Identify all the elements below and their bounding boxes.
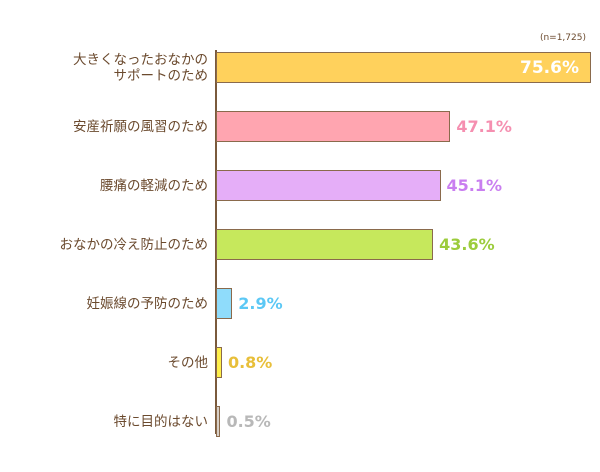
category-label: 安産祈願の風習のため [73,118,208,135]
value-label: 75.6% [520,57,579,78]
category-label: 大きくなったおなかの サポートのため [73,51,208,84]
category-label: その他 [167,354,209,371]
value-label: 0.5% [226,412,271,431]
bar [216,52,591,83]
bar [216,170,441,201]
bar [216,111,451,142]
value-label: 2.9% [238,294,283,313]
bar [216,347,222,378]
value-label: 0.8% [227,353,273,372]
bar [216,229,434,260]
bar-row: 腰痛の軽減のため 45.1% [0,170,600,201]
bar-row: 特に目的はない 0.5% [0,406,600,437]
bar-row: おなかの冷え防止のため 43.6% [0,229,600,260]
bar-row: 妊娠線の予防のため 2.9% [0,288,600,319]
bar [216,406,221,437]
category-label: 特に目的はない [113,413,209,430]
sample-size-note: (n=1,725) [539,33,586,43]
value-label: 47.1% [456,117,512,136]
value-label: 45.1% [446,176,503,195]
bar-row: その他 0.8% [0,347,600,378]
bar-row: 大きくなったおなかの サポートのため 75.6% [0,51,600,84]
value-label: 43.6% [439,235,495,254]
category-label: おなかの冷え防止のため [59,236,209,253]
category-label: 腰痛の軽減のため [100,177,208,194]
category-label: 妊娠線の予防のため [86,295,209,312]
bar-row: 安産祈願の風習のため 47.1% [0,111,600,142]
bar [216,288,233,319]
